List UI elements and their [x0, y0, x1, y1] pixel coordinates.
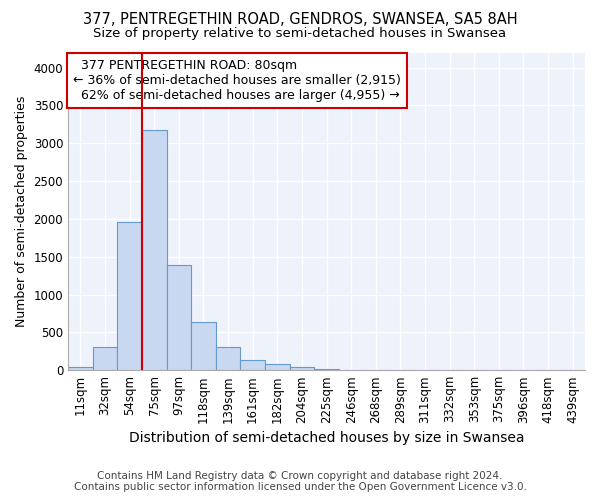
Bar	[265, 364, 290, 370]
Text: 377 PENTREGETHIN ROAD: 80sqm
← 36% of semi-detached houses are smaller (2,915)
 : 377 PENTREGETHIN ROAD: 80sqm ← 36% of se…	[73, 59, 401, 102]
Bar	[92, 346, 117, 370]
Bar	[167, 265, 191, 370]
Text: Contains HM Land Registry data © Crown copyright and database right 2024.
Contai: Contains HM Land Registry data © Crown c…	[74, 471, 526, 492]
X-axis label: Distribution of semi-detached houses by size in Swansea: Distribution of semi-detached houses by …	[129, 431, 524, 445]
Bar	[290, 367, 314, 370]
Text: 377, PENTREGETHIN ROAD, GENDROS, SWANSEA, SA5 8AH: 377, PENTREGETHIN ROAD, GENDROS, SWANSEA…	[83, 12, 517, 28]
Bar	[241, 360, 265, 370]
Bar	[216, 348, 241, 370]
Bar	[314, 369, 339, 370]
Text: Size of property relative to semi-detached houses in Swansea: Size of property relative to semi-detach…	[94, 28, 506, 40]
Y-axis label: Number of semi-detached properties: Number of semi-detached properties	[15, 96, 28, 327]
Bar	[191, 322, 216, 370]
Bar	[142, 130, 167, 370]
Bar	[68, 367, 92, 370]
Bar	[117, 222, 142, 370]
